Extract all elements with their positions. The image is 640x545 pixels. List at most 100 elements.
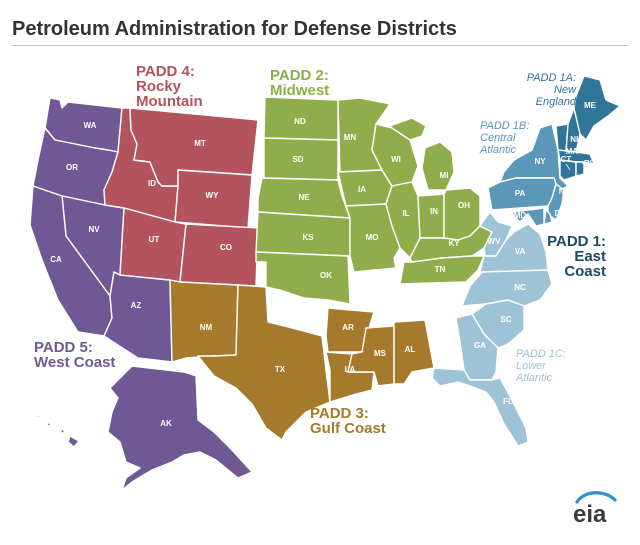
state-ga[interactable]: [455, 313, 499, 381]
state-label-wi: WI: [391, 155, 401, 164]
state-label-ak: AK: [160, 419, 172, 428]
padd1a-label: PADD 1A: New England: [496, 72, 576, 108]
state-label-al: AL: [405, 345, 416, 354]
padd4-label: PADD 4: Rocky Mountain: [136, 64, 203, 109]
state-label-oh: OH: [458, 201, 470, 210]
state-label-pa: PA: [515, 189, 526, 198]
state-label-ut: UT: [149, 235, 160, 244]
state-mi[interactable]: [389, 117, 455, 191]
state-mt[interactable]: [129, 107, 259, 187]
state-label-ct: CT: [561, 155, 572, 164]
padd2-states: [255, 96, 493, 305]
state-label-az: AZ: [131, 301, 142, 310]
padd4-line1: PADD 4:: [136, 63, 195, 80]
state-label-nm: NM: [200, 323, 213, 332]
padd3-label: PADD 3: Gulf Coast: [310, 406, 386, 436]
padd1a-line3: England: [535, 96, 576, 108]
state-va[interactable]: [479, 223, 549, 273]
padd1c-line1: PADD 1C:: [516, 348, 566, 360]
state-co[interactable]: [179, 223, 259, 287]
padd1b-states: [487, 123, 569, 227]
state-label-ma: MA: [566, 147, 579, 156]
state-label-md: MD: [514, 211, 527, 220]
page-title: Petroleum Administration for Defense Dis…: [12, 18, 457, 40]
padd1-line1: PADD 1:: [547, 233, 606, 250]
state-ct[interactable]: [559, 159, 577, 181]
padd1b-line2: Central: [480, 132, 516, 144]
state-label-wy: WY: [206, 191, 220, 200]
state-label-ga: GA: [474, 341, 486, 350]
state-in[interactable]: [417, 193, 445, 239]
padd1-label: PADD 1: East Coast: [520, 234, 606, 279]
state-label-hi: HI: [54, 437, 62, 446]
state-label-mt: MT: [194, 139, 206, 148]
padd1a-line1: PADD 1A:: [526, 72, 576, 84]
state-label-mn: MN: [344, 133, 357, 142]
state-label-ks: KS: [302, 233, 314, 242]
state-label-va: VA: [515, 247, 526, 256]
state-ri[interactable]: [575, 161, 585, 177]
state-label-ne: NE: [298, 193, 310, 202]
state-labels: WA OR NV CA AZ AK HI MT ID WY UT CO ND S…: [50, 101, 596, 446]
state-md[interactable]: [511, 207, 545, 227]
state-label-la: LA: [345, 365, 356, 374]
state-label-ok: OK: [320, 271, 332, 280]
state-label-ca: CA: [50, 255, 62, 264]
state-label-nh: NH: [570, 135, 582, 144]
state-ok[interactable]: [255, 251, 351, 305]
padd5-line1: PADD 5:: [34, 339, 93, 356]
padd3-line1: PADD 3:: [310, 405, 369, 422]
state-label-ar: AR: [342, 323, 354, 332]
state-label-mi: MI: [440, 171, 449, 180]
padd2-line1: PADD 2:: [270, 67, 329, 84]
padd1-line2: East: [574, 248, 606, 265]
state-al[interactable]: [393, 319, 435, 385]
state-label-de: DE: [554, 209, 566, 218]
padd5-line2: West Coast: [34, 354, 116, 371]
eia-logo: eia: [573, 491, 617, 528]
state-label-tx: TX: [275, 365, 286, 374]
state-nm[interactable]: [169, 279, 239, 363]
state-label-me: ME: [584, 101, 597, 110]
state-label-nv: NV: [88, 225, 100, 234]
state-fl[interactable]: [431, 367, 529, 447]
state-nc[interactable]: [461, 269, 553, 307]
state-ak[interactable]: [107, 365, 253, 491]
state-label-nj: NJ: [559, 187, 569, 196]
state-label-vt: VT: [558, 117, 568, 126]
state-label-wv: WV: [488, 237, 502, 246]
state-label-in: IN: [430, 207, 438, 216]
state-label-co: CO: [220, 243, 232, 252]
padd1c-line3: Atlantic: [516, 372, 553, 384]
state-tx[interactable]: [197, 284, 331, 441]
title-divider: [12, 45, 628, 46]
state-hi[interactable]: [35, 413, 80, 448]
padd2-label: PADD 2: Midwest: [270, 68, 329, 98]
padd1a-states: [555, 75, 621, 181]
padd5-label: PADD 5: West Coast: [34, 340, 115, 370]
state-label-or: OR: [66, 163, 78, 172]
padd1c-line2: Lower: [516, 360, 546, 372]
padd4-line2: Rocky: [136, 78, 182, 95]
padd4-line3: Mountain: [136, 93, 203, 110]
eia-logo-swoosh: [575, 491, 617, 504]
state-label-nc: NC: [514, 283, 526, 292]
state-label-id: ID: [148, 179, 156, 188]
state-label-wa: WA: [84, 121, 97, 130]
state-label-ms: MS: [374, 349, 387, 358]
state-label-ia: IA: [358, 185, 366, 194]
state-label-sc: SC: [500, 315, 511, 324]
padd1b-line3: Atlantic: [480, 144, 517, 156]
padd2-line2: Midwest: [270, 82, 330, 99]
state-me[interactable]: [573, 75, 621, 141]
state-label-tn: TN: [435, 265, 446, 274]
state-label-mo: MO: [366, 233, 379, 242]
state-label-il: IL: [402, 209, 409, 218]
state-label-fl: FL: [503, 397, 513, 406]
padd1b-label: PADD 1B: Central Atlantic: [480, 120, 529, 156]
padd5-states: [29, 97, 253, 491]
state-nj[interactable]: [547, 183, 565, 221]
padd3-line2: Gulf Coast: [310, 420, 386, 437]
padd3-states: [169, 279, 435, 441]
